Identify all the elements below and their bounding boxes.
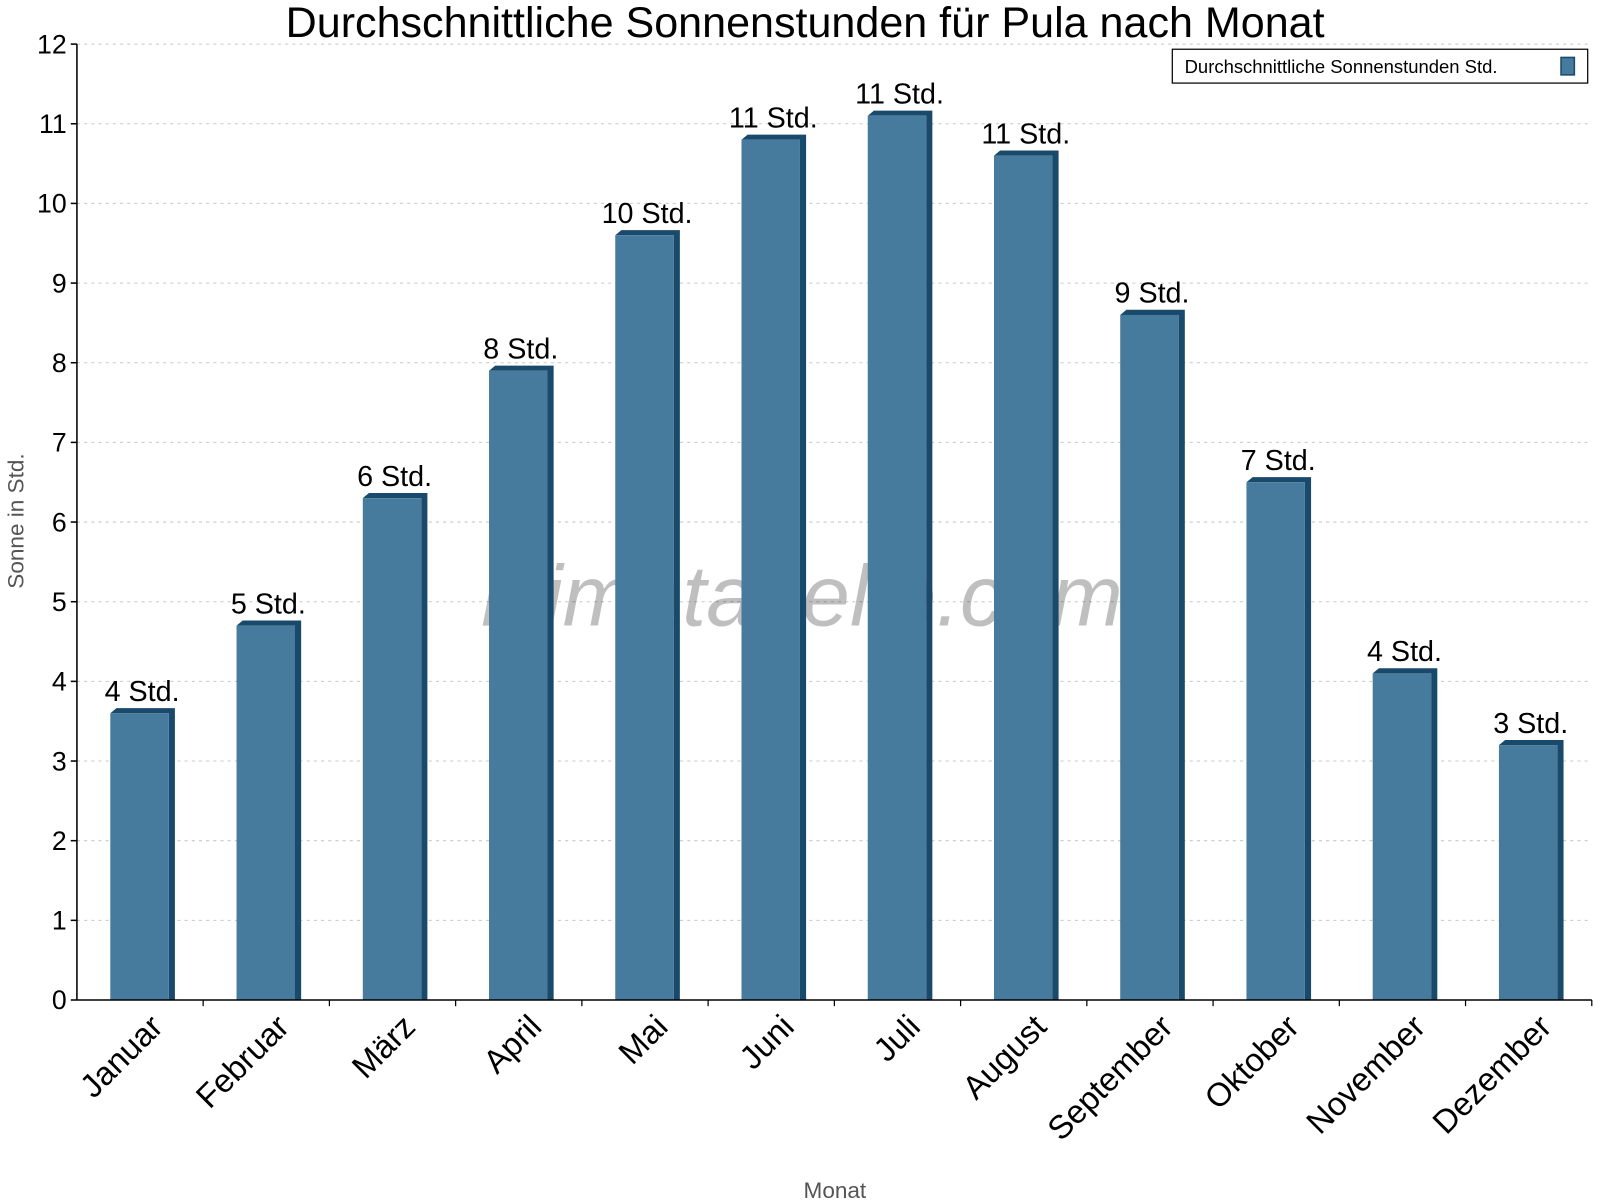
x-tick-label: Oktober <box>1197 1007 1306 1116</box>
y-tick-label: 12 <box>37 29 67 59</box>
x-tick-label: März <box>344 1008 422 1086</box>
bars: 4 Std. 5 Std. 6 Std. 8 Std. 10 Std. 11 Std. 11… <box>105 78 1568 1001</box>
bar <box>236 625 295 1000</box>
y-tick-label: 2 <box>52 826 67 856</box>
x-tick-label: August <box>955 1008 1053 1106</box>
y-axis-label: Sonne in Std. <box>4 453 29 588</box>
y-tick-label: 11 <box>39 109 67 139</box>
bar <box>1372 673 1432 1000</box>
data-label: 10 Std. <box>602 198 693 230</box>
x-tick-label: Juli <box>866 1008 927 1069</box>
legend-swatch <box>1560 56 1576 76</box>
x-tick-label: Dezember <box>1425 1007 1558 1140</box>
y-tick-label: 4 <box>52 667 67 697</box>
x-tick-label: Januar <box>73 1007 170 1104</box>
y-tick-label: 8 <box>52 348 67 378</box>
bar <box>741 139 800 1000</box>
bar <box>993 155 1053 1001</box>
chart-title: Durchschnittliche Sonnenstunden für Pula… <box>286 0 1325 47</box>
grid-lines <box>76 43 1592 921</box>
data-label: 5 Std. <box>231 588 306 620</box>
data-label: 7 Std. <box>1241 445 1316 477</box>
x-tick-label: November <box>1299 1007 1432 1140</box>
data-label: 6 Std. <box>357 461 432 493</box>
data-label: 4 Std. <box>1367 636 1442 668</box>
bar <box>867 115 927 1001</box>
data-label: 3 Std. <box>1493 708 1568 740</box>
y-tick-label: 6 <box>52 507 67 537</box>
x-axis-label: Monat <box>804 1178 867 1200</box>
y-tick-label: 5 <box>52 587 67 617</box>
legend-label: Durchschnittliche Sonnenstunden Std. <box>1185 56 1498 77</box>
bar <box>110 713 169 1000</box>
x-tick-label: Juni <box>732 1008 801 1077</box>
data-label: 11 Std. <box>855 78 944 110</box>
y-tick-label: 0 <box>52 985 67 1015</box>
bar <box>362 498 422 1000</box>
data-label: 8 Std. <box>483 333 558 365</box>
y-tick-label: 9 <box>52 268 67 298</box>
data-label: 11 Std. <box>729 102 818 134</box>
x-tick-label: September <box>1040 1007 1180 1147</box>
bar <box>489 370 548 1001</box>
x-tick-label: Mai <box>611 1008 675 1072</box>
y-tick-label: 7 <box>52 428 67 458</box>
data-label: 4 Std. <box>105 676 180 708</box>
x-tick-label: April <box>476 1008 549 1081</box>
bar <box>1498 745 1558 1000</box>
bar <box>1246 482 1305 1001</box>
bar <box>615 235 674 1000</box>
y-tick-label: 1 <box>52 906 67 936</box>
data-label: 11 Std. <box>981 118 1070 150</box>
x-tick-label: Februar <box>188 1007 295 1114</box>
bar <box>1120 314 1179 1000</box>
y-tick-label: 10 <box>37 189 67 219</box>
legend: Durchschnittliche Sonnenstunden Std. <box>1171 48 1589 84</box>
x-axis-ticks: Januar Februar März April Mai Juni Juli AugustS… <box>73 999 1593 1147</box>
y-tick-label: 3 <box>52 746 67 776</box>
data-label: 9 Std. <box>1115 278 1190 310</box>
